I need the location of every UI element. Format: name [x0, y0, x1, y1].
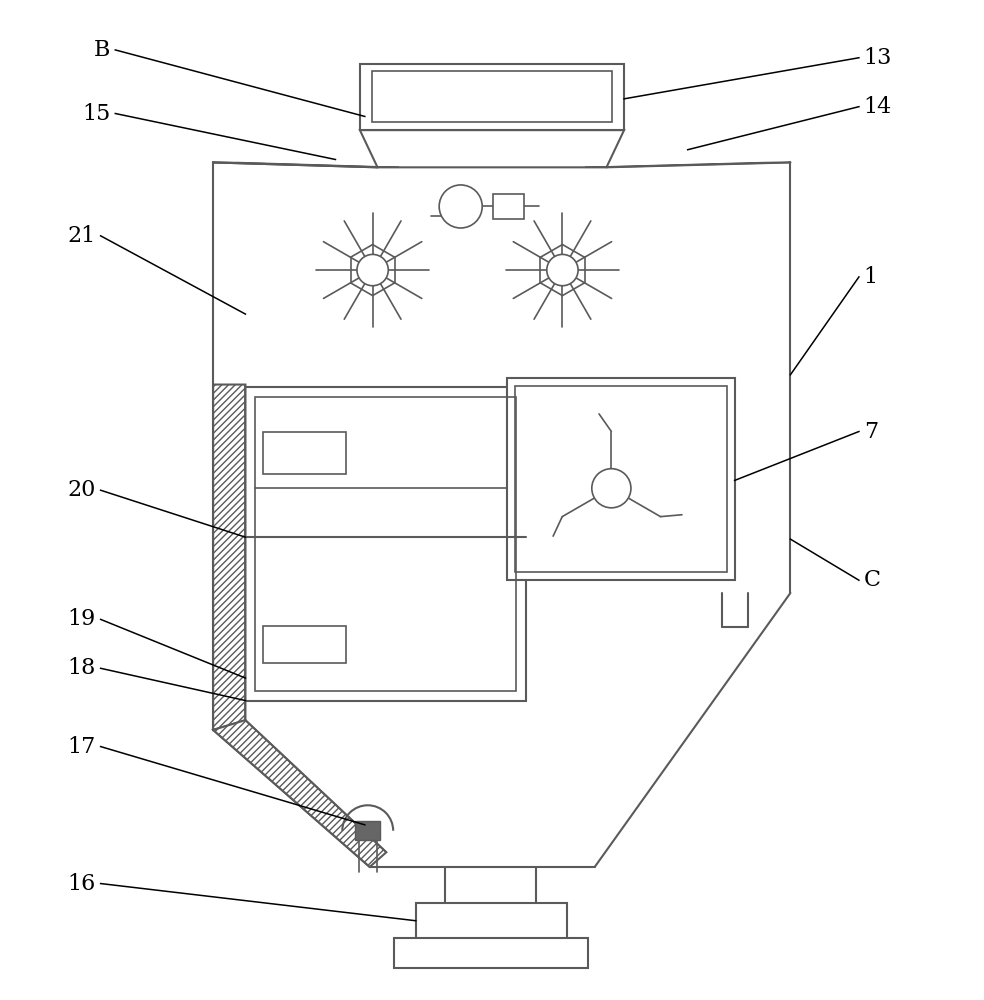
Text: 14: 14	[864, 96, 892, 118]
Text: 17: 17	[68, 736, 95, 758]
Text: 20: 20	[67, 479, 95, 501]
Circle shape	[591, 469, 631, 508]
Text: 19: 19	[68, 608, 95, 630]
Text: C: C	[864, 569, 881, 591]
Text: 13: 13	[864, 47, 892, 69]
Bar	[372, 71, 612, 122]
Bar	[263, 432, 346, 474]
Text: B: B	[94, 39, 110, 61]
Bar	[255, 397, 517, 691]
Bar	[493, 194, 524, 219]
Bar	[507, 378, 735, 580]
Bar	[415, 903, 568, 940]
Text: 21: 21	[68, 225, 95, 247]
Circle shape	[547, 254, 579, 286]
Bar	[355, 821, 381, 840]
Bar	[245, 387, 526, 701]
Circle shape	[357, 254, 389, 286]
Circle shape	[439, 185, 482, 228]
Bar	[263, 626, 346, 663]
Text: 7: 7	[864, 421, 878, 443]
Text: 1: 1	[864, 266, 878, 288]
Polygon shape	[584, 162, 790, 167]
Polygon shape	[214, 162, 400, 167]
Polygon shape	[214, 720, 387, 867]
Bar	[515, 386, 727, 572]
Bar	[395, 938, 587, 968]
Text: 18: 18	[67, 657, 95, 679]
Polygon shape	[214, 385, 245, 730]
Text: 15: 15	[82, 103, 110, 125]
Polygon shape	[360, 130, 624, 167]
Bar	[360, 64, 624, 130]
Text: 16: 16	[68, 873, 95, 895]
